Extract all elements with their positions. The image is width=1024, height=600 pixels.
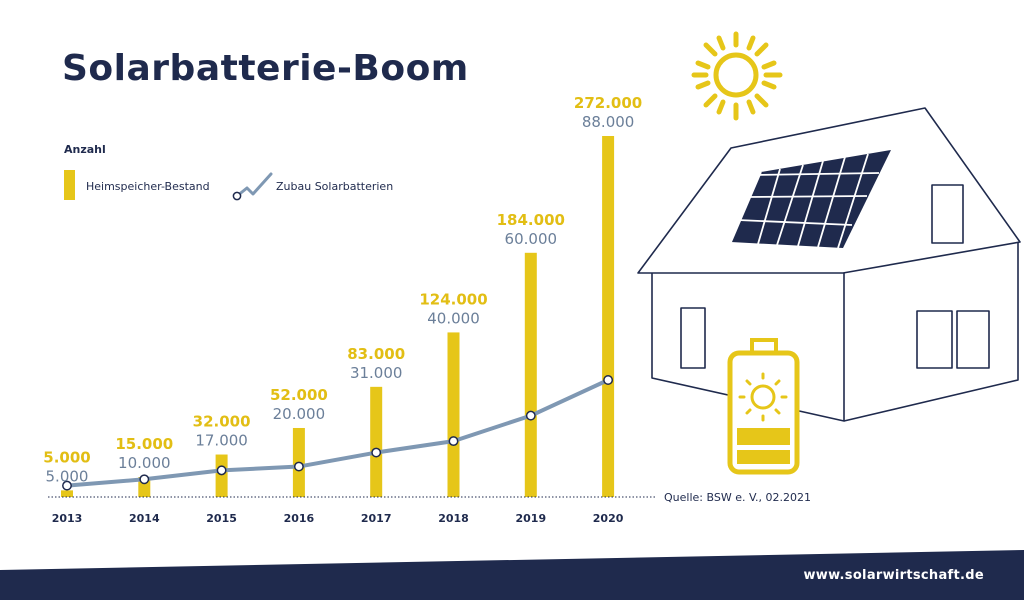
- bar-2015: [215, 454, 228, 497]
- bar-2019: [524, 252, 537, 497]
- bar-2020: [602, 136, 615, 497]
- line-point-2014: [139, 474, 150, 485]
- line-path: [65, 378, 611, 488]
- x-tick-label: 2013: [52, 512, 83, 525]
- line-value-label: 17.000: [195, 432, 248, 450]
- bar-value-label: 32.000: [193, 413, 251, 431]
- line-value-label: 88.000: [582, 113, 635, 131]
- bar-value-label: 5.000: [43, 448, 90, 466]
- line-point-2016: [293, 461, 304, 472]
- sun-icon: [691, 31, 783, 121]
- line-point-2020: [603, 375, 614, 385]
- line-value-label: 60.000: [505, 230, 558, 248]
- x-tick-label: 2015: [206, 512, 237, 525]
- line-value-label: 40.000: [427, 309, 480, 327]
- footer-website-link[interactable]: www.solarwirtschaft.de: [803, 568, 984, 583]
- source-note: Quelle: BSW e. V., 02.2021: [664, 491, 812, 504]
- footer-band: [0, 550, 1024, 600]
- bar-2018: [447, 332, 460, 497]
- bar-value-label: 83.000: [347, 345, 405, 363]
- bar-value-label: 15.000: [115, 435, 173, 453]
- bar-2013: [61, 490, 73, 497]
- legend-line-label: Zubau Solarbatterien: [276, 180, 394, 193]
- line-value-label: 10.000: [118, 454, 171, 472]
- house-illustration: [637, 31, 1021, 475]
- line-point-2013: [62, 480, 72, 491]
- line-point-2019: [525, 410, 536, 421]
- x-tick-label: 2016: [284, 512, 315, 525]
- house-outline: [637, 107, 1021, 422]
- x-tick-labels: 2013 2014 2015 2016 2017 2018 2019 2020: [52, 512, 624, 525]
- line-value-label: 5.000: [46, 467, 89, 485]
- bar-series: [61, 136, 615, 497]
- line-point-2018: [448, 436, 459, 447]
- line-value-label: 20.000: [273, 405, 326, 423]
- x-tick-label: 2014: [129, 512, 160, 525]
- line-point-2017: [371, 447, 382, 458]
- bar-value-label: 124.000: [419, 290, 487, 308]
- bar-value-label: 272.000: [574, 94, 642, 112]
- x-tick-label: 2020: [593, 512, 624, 525]
- legend-line-swatch: [232, 172, 273, 201]
- bar-value-label: 184.000: [497, 211, 565, 229]
- line-value-label: 31.000: [350, 364, 403, 382]
- line-point-2015: [216, 465, 227, 476]
- battery-icon: [727, 338, 800, 475]
- chart-title: Solarbatterie-Boom: [62, 48, 469, 89]
- solar-panel: [730, 150, 891, 249]
- legend-bar-label: Heimspeicher-Bestand: [86, 180, 210, 193]
- line-series: [62, 375, 614, 491]
- x-tick-label: 2019: [515, 512, 546, 525]
- x-tick-label: 2017: [361, 512, 392, 525]
- bar-value-label: 52.000: [270, 386, 328, 404]
- bar-2017: [370, 386, 383, 497]
- legend-bar-swatch: [64, 170, 75, 200]
- x-tick-label: 2018: [438, 512, 469, 525]
- legend-heading: Anzahl: [64, 143, 106, 156]
